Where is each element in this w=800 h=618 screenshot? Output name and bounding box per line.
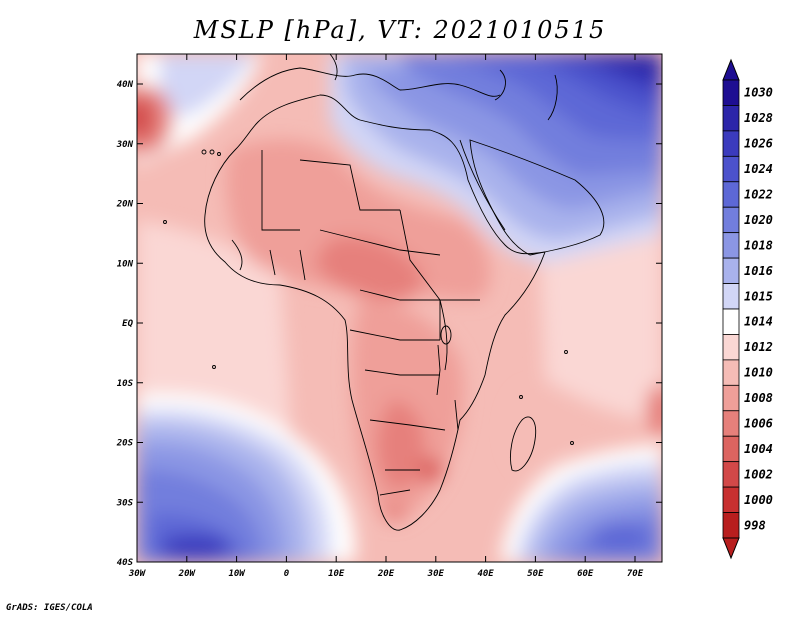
colorbar-label: 1028 bbox=[744, 111, 773, 125]
colorbar-swatch bbox=[722, 155, 740, 183]
lon-label: 10W bbox=[228, 569, 246, 579]
colorbar-label: 1018 bbox=[744, 238, 773, 252]
colorbar-swatch bbox=[722, 512, 740, 539]
lon-label: 20W bbox=[178, 569, 197, 579]
latitude-axis: 40N 30N 20N 10N EQ 10S 20S 30S 40S bbox=[116, 80, 662, 568]
colorbar-bottom-arrow bbox=[722, 537, 740, 560]
colorbar-swatch bbox=[722, 283, 740, 310]
lon-label: 0 bbox=[284, 569, 290, 579]
lon-label: 20E bbox=[377, 569, 395, 579]
lat-label: 30N bbox=[116, 140, 134, 150]
colorbar-swatch bbox=[722, 384, 740, 412]
lat-label: 40N bbox=[117, 80, 134, 90]
colorbar-label: 1014 bbox=[744, 315, 773, 329]
plot-frame bbox=[136, 53, 663, 563]
lat-label: 20S bbox=[116, 439, 134, 449]
colorbar-swatch bbox=[722, 461, 740, 488]
colorbar-label: 1006 bbox=[744, 417, 773, 431]
lon-label: 30W bbox=[128, 569, 147, 579]
colorbar-swatch bbox=[722, 181, 740, 208]
lat-label: 10N bbox=[117, 259, 134, 269]
colorbar-swatch bbox=[722, 308, 740, 335]
coastlines bbox=[163, 54, 605, 531]
lon-label: 30E bbox=[427, 569, 445, 579]
colorbar-label: 1015 bbox=[744, 289, 773, 303]
colorbar-label: 1004 bbox=[744, 442, 773, 456]
longitude-axis: 30W 20W 10W 0 10E 20E 30E 40E 50E 60E 70E bbox=[128, 54, 644, 579]
colorbar-swatch bbox=[722, 486, 740, 513]
colorbar-label: 1024 bbox=[744, 162, 773, 176]
colorbar-label: 1012 bbox=[744, 340, 773, 354]
credit-label: GrADS: IGES/COLA bbox=[6, 603, 93, 613]
lat-label: 20N bbox=[116, 200, 134, 210]
colorbar-label: 1008 bbox=[744, 391, 773, 405]
pressure-field bbox=[137, 54, 662, 562]
colorbar-swatch bbox=[722, 334, 740, 361]
colorbar-swatch bbox=[722, 435, 740, 463]
colorbar-swatch bbox=[722, 257, 740, 284]
colorbar-label: 998 bbox=[744, 518, 766, 532]
colorbar-swatch bbox=[722, 410, 740, 437]
colorbar-swatch bbox=[722, 206, 740, 234]
lon-label: 50E bbox=[527, 569, 544, 579]
colorbar-swatch bbox=[722, 359, 740, 386]
colorbar-label: 1000 bbox=[744, 493, 773, 507]
colorbar-label: 1022 bbox=[744, 188, 773, 202]
colorbar-label: 1002 bbox=[744, 467, 773, 481]
colorbar-swatch bbox=[722, 130, 740, 157]
colorbar-swatch bbox=[722, 105, 740, 132]
colorbar-label: 1010 bbox=[744, 366, 773, 380]
colorbar-swatch bbox=[722, 232, 740, 259]
map-title: MSLP [hPa], VT: 2021010515 bbox=[193, 16, 607, 44]
colorbar-label: 1016 bbox=[744, 264, 773, 278]
lat-label: EQ bbox=[122, 319, 133, 329]
colorbar: 1030 1028 1026 1024 1022 1020 1018 1016 1015 1014… bbox=[722, 58, 773, 560]
lat-label: 10S bbox=[117, 379, 134, 389]
lon-label: 60E bbox=[577, 569, 594, 579]
colorbar-label: 1030 bbox=[744, 86, 773, 100]
lon-label: 40E bbox=[477, 569, 494, 579]
colorbar-label: 1020 bbox=[744, 213, 773, 227]
colorbar-swatch bbox=[722, 79, 740, 106]
colorbar-label: 1026 bbox=[744, 137, 773, 151]
colorbar-top-arrow bbox=[722, 58, 740, 81]
lon-label: 10E bbox=[328, 569, 345, 579]
lat-label: 40S bbox=[117, 558, 134, 568]
lon-label: 70E bbox=[627, 569, 644, 579]
lat-label: 30S bbox=[116, 498, 134, 508]
